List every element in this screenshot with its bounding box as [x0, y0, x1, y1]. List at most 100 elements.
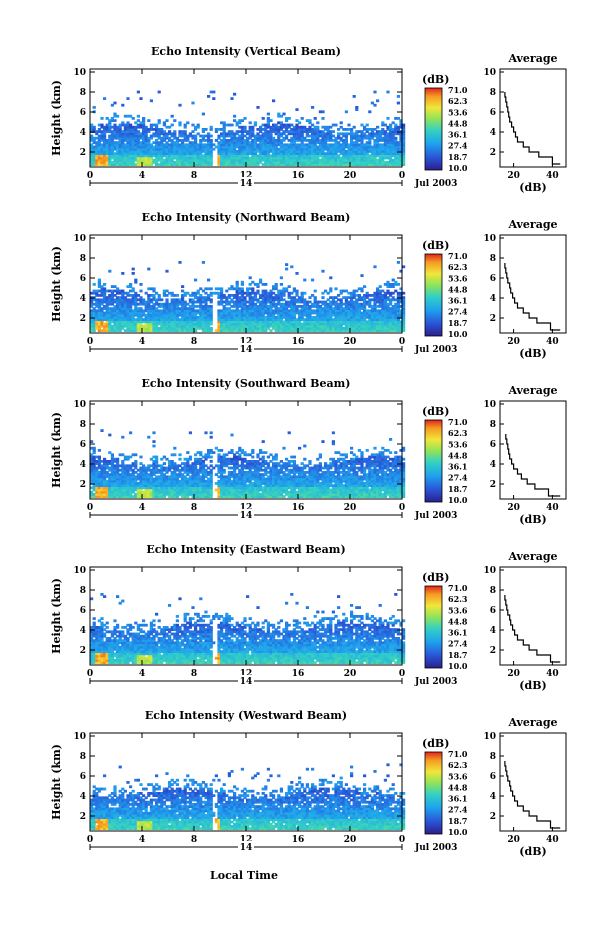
echo-cell [188, 132, 192, 136]
echo-cell [396, 143, 400, 147]
echo-cell [165, 307, 169, 310]
echo-cell [103, 154, 107, 158]
echo-cell [298, 156, 302, 160]
echo-cell [152, 313, 156, 317]
echo-cell [220, 300, 224, 304]
echo-cell [243, 318, 247, 321]
echo-cell [383, 143, 387, 147]
echo-cell [188, 141, 192, 144]
echo-cell [316, 121, 320, 125]
echo-cell [183, 291, 187, 295]
echo-cell [246, 156, 250, 160]
echo-cell [277, 154, 281, 158]
echo-cell [352, 147, 356, 151]
echo-cell [350, 154, 354, 158]
echo-cell [235, 156, 239, 160]
echo-cell [321, 147, 325, 151]
echo-cell [116, 163, 120, 166]
echo-cell [378, 285, 382, 288]
echo-cell [173, 313, 177, 317]
echo-cell [113, 141, 117, 144]
echo-cell [272, 141, 276, 144]
echo-cell [173, 150, 177, 153]
echo-cell [334, 163, 338, 166]
echo-cell [383, 163, 387, 166]
echo-cell [188, 147, 192, 151]
echo-cell [352, 141, 356, 144]
echo-cell [121, 302, 125, 306]
echo-cell [331, 163, 335, 166]
echo-cell [178, 139, 182, 142]
echo-cell [139, 161, 143, 164]
echo-cell [300, 128, 304, 131]
echo-cell [123, 320, 127, 324]
echo-cell [204, 128, 208, 131]
echo-cell [233, 92, 237, 96]
echo-cell [160, 302, 164, 306]
echo-cell [233, 327, 237, 330]
echo-cell [282, 158, 286, 162]
echo-cell [194, 161, 198, 164]
echo-cell [326, 161, 330, 164]
echo-cell [227, 161, 231, 164]
echo-cell [121, 123, 125, 127]
echo-cell [279, 134, 283, 138]
echo-cell [103, 316, 107, 319]
echo-cell [329, 147, 333, 151]
echo-cell [126, 134, 130, 138]
colorbar-tick-label: 36.1 [448, 296, 467, 306]
echo-cell [233, 320, 237, 324]
echo-cell [264, 283, 268, 286]
x-tick-label: 20 [344, 171, 357, 181]
echo-cell [269, 145, 273, 149]
echo-cell [144, 329, 148, 332]
echo-cell [134, 121, 138, 125]
echo-cell [274, 143, 278, 147]
echo-cell [186, 320, 190, 324]
echo-cell [235, 121, 239, 125]
echo-cell [233, 305, 237, 308]
echo-cell [175, 305, 179, 308]
echo-cell [199, 145, 203, 149]
echo-cell [103, 283, 107, 286]
echo-cell [186, 156, 190, 160]
echo-cell [178, 453, 182, 457]
echo-cell [129, 300, 133, 304]
echo-cell [264, 156, 268, 160]
echo-cell [108, 134, 112, 138]
echo-cell [324, 143, 328, 147]
echo-cell [191, 294, 195, 297]
echo-cell [298, 128, 302, 131]
echo-cell [152, 123, 156, 127]
echo-cell [256, 283, 260, 286]
echo-cell [129, 324, 133, 328]
echo-cell [217, 163, 221, 166]
echo-cell [240, 329, 244, 332]
echo-cell [368, 161, 372, 164]
echo-cell [396, 283, 400, 286]
echo-cell [360, 132, 364, 136]
echo-cell [173, 311, 177, 315]
echo-cell [97, 318, 101, 321]
echo-cell [175, 313, 179, 317]
echo-cell [269, 156, 273, 160]
echo-cell [183, 302, 187, 306]
echo-cell [173, 130, 177, 133]
echo-cell [123, 161, 127, 164]
echo-cell [105, 156, 109, 160]
echo-cell [243, 117, 247, 120]
echo-cell [220, 329, 224, 332]
echo-cell [256, 327, 260, 330]
echo-cell [92, 320, 96, 324]
echo-cell [225, 329, 229, 332]
echo-cell [230, 152, 234, 155]
echo-cell [207, 287, 211, 291]
x-tick-label: 0 [87, 171, 93, 181]
echo-cell [95, 163, 99, 166]
echo-cell [136, 147, 140, 151]
echo-cell [97, 449, 101, 452]
echo-cell [183, 316, 187, 319]
echo-cell [92, 446, 96, 450]
echo-cell [220, 163, 224, 166]
echo-cell [279, 154, 283, 158]
